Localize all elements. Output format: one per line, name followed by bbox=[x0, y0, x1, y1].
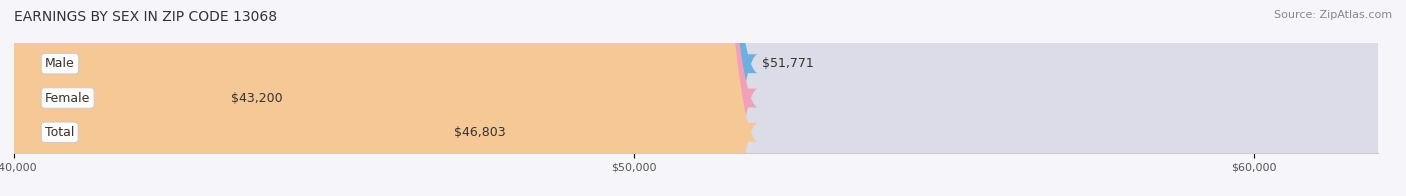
Text: $43,200: $43,200 bbox=[231, 92, 283, 104]
Text: $46,803: $46,803 bbox=[454, 126, 506, 139]
Text: $51,771: $51,771 bbox=[762, 57, 814, 70]
FancyBboxPatch shape bbox=[0, 0, 758, 196]
FancyBboxPatch shape bbox=[14, 0, 1378, 196]
Text: Male: Male bbox=[45, 57, 75, 70]
Text: Total: Total bbox=[45, 126, 75, 139]
Text: Source: ZipAtlas.com: Source: ZipAtlas.com bbox=[1274, 10, 1392, 20]
FancyBboxPatch shape bbox=[14, 0, 1378, 196]
Text: EARNINGS BY SEX IN ZIP CODE 13068: EARNINGS BY SEX IN ZIP CODE 13068 bbox=[14, 10, 277, 24]
FancyBboxPatch shape bbox=[0, 0, 758, 196]
FancyBboxPatch shape bbox=[14, 0, 1378, 196]
FancyBboxPatch shape bbox=[0, 0, 758, 196]
Text: Female: Female bbox=[45, 92, 90, 104]
